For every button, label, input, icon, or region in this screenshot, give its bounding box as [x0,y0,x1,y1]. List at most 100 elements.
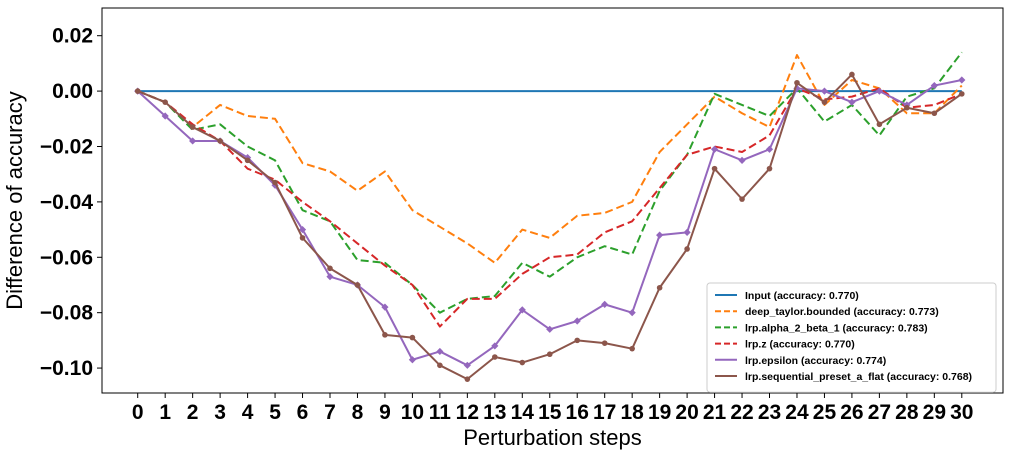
x-tick-label: 12 [456,401,479,424]
x-tick-label: 23 [758,401,781,424]
data-point [848,98,856,106]
x-tick-label: 19 [648,401,671,424]
series-line [137,51,963,314]
y-tick-label: −0.04 [40,191,93,214]
y-tick-label: −0.10 [40,357,93,380]
data-point [876,121,883,128]
data-point [710,145,719,153]
data-point [574,337,581,344]
data-point [464,376,471,382]
data-point [849,71,855,78]
data-point [189,124,196,130]
data-point [904,104,910,111]
data-point [738,156,746,164]
x-tick-label: 28 [895,401,919,424]
x-tick-label: 18 [620,401,644,424]
data-point [875,87,883,95]
data-point [436,347,444,356]
y-axis-label: Difference of accuracy [2,91,27,309]
x-axis-label: Perturbation steps [463,425,642,450]
data-point [546,325,554,333]
data-point [601,340,608,346]
data-point [794,79,800,86]
data-point [656,284,663,291]
x-tick-label: 24 [785,401,809,424]
x-tick-label: 3 [214,401,226,424]
data-point [765,145,774,153]
data-point [491,342,499,350]
data-point [931,110,938,117]
x-tick-label: 17 [593,401,616,424]
series-layer [134,51,966,382]
x-tick-label: 16 [566,401,589,424]
data-point [217,138,223,144]
series-5 [134,71,965,382]
x-tick-label: 8 [352,401,364,424]
legend-entry: lrp.z (accuracy: 0.770) [745,339,855,351]
data-point [519,359,526,366]
data-point [628,309,636,317]
legend-entry: lrp.epsilon (accuracy: 0.774) [745,355,886,367]
x-tick-label: 9 [379,401,391,424]
x-tick-label: 5 [269,401,281,424]
data-point [684,246,690,252]
data-point [382,332,388,338]
x-tick-label: 1 [159,401,171,424]
legend-entry: Input (accuracy: 0.770) [745,290,859,302]
x-tick-label: 30 [950,401,973,424]
x-tick-label: 4 [242,401,254,424]
data-point [409,334,416,341]
data-point [161,112,169,120]
data-point [354,282,361,288]
data-point [573,317,581,325]
x-axis-ticks: 0 1 2 3 4 5 6 7 8 9 10 11 12 13 14 15 16 17 18 19 20 21 22 23 24… [132,393,973,424]
legend-entry: lrp.alpha_2_beta_1 (accuracy: 0.783) [745,322,928,334]
data-point [820,87,829,95]
data-point [601,300,609,308]
x-tick-label: 6 [297,401,309,424]
data-point [272,179,278,186]
data-point [546,351,553,358]
data-point [766,165,773,172]
data-point [326,273,334,281]
x-tick-label: 0 [132,401,144,424]
y-tick-label: −0.02 [40,135,93,158]
y-axis-ticks: 0.02 0.00 −0.02 −0.04 −0.06 −0.08 −0.10 [40,25,102,380]
legend: Input (accuracy: 0.770) deep_taylor.bound… [706,282,997,393]
data-point [629,345,635,352]
x-tick-label: 21 [703,401,727,424]
data-point [437,362,443,369]
data-point [930,81,938,90]
data-point [958,76,966,84]
x-tick-label: 14 [511,401,535,424]
data-point [683,228,691,236]
data-point [958,91,965,97]
data-point [656,231,664,239]
y-tick-label: 0.00 [52,80,93,103]
data-point [492,354,498,360]
data-point [327,265,333,272]
plot-frame [101,7,1004,394]
data-point [518,306,526,314]
data-point [381,303,389,311]
data-point [298,225,307,234]
y-tick-label: 0.02 [52,25,93,48]
x-tick-label: 15 [538,401,562,424]
y-tick-label: −0.06 [40,246,93,269]
x-tick-label: 2 [187,401,199,424]
data-point [711,165,718,172]
data-point [244,157,251,164]
data-point [463,361,471,369]
data-point [189,137,197,145]
x-tick-label: 22 [730,401,753,424]
x-tick-label: 11 [429,401,452,424]
legend-entry: deep_taylor.bounded (accuracy: 0.773) [745,306,939,318]
series-2 [137,51,963,314]
x-tick-label: 7 [324,401,336,424]
x-tick-label: 27 [868,401,891,424]
x-tick-label: 29 [923,401,946,424]
legend-entry: lrp.sequential_preset_a_flat (accuracy: … [745,371,972,383]
data-point [162,99,168,105]
data-point [408,356,417,364]
